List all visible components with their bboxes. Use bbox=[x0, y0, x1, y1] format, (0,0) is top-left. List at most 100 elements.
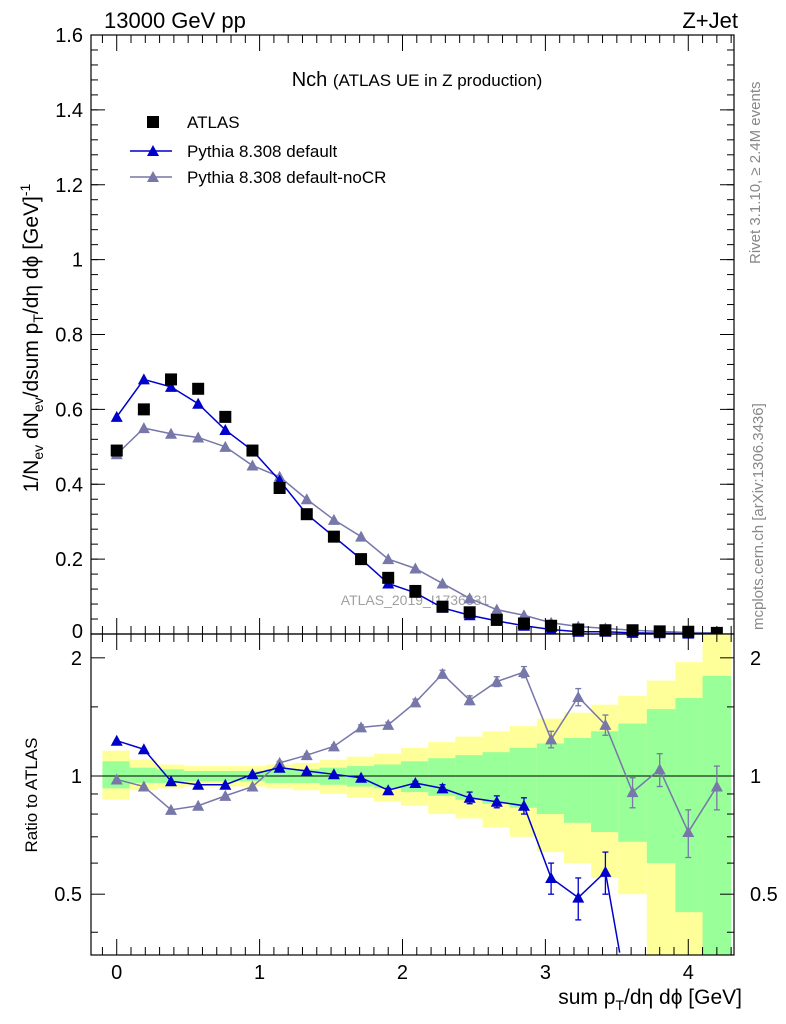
uncertainty-band-inner bbox=[129, 767, 157, 783]
legend-default-label: Pythia 8.308 default bbox=[187, 142, 338, 161]
data-point-default bbox=[192, 397, 205, 409]
data-point-nocr bbox=[137, 422, 150, 434]
ratio-point-nocr bbox=[219, 789, 232, 801]
data-point-atlas bbox=[300, 508, 313, 521]
y-tick-label: 0.2 bbox=[55, 549, 83, 571]
legend-atlas-label: ATLAS bbox=[187, 113, 240, 132]
main-plot-panel: Nch (ATLAS UE in Z production) ATLAS_201… bbox=[17, 25, 735, 643]
data-point-atlas bbox=[273, 481, 286, 494]
uncertainty-band-inner bbox=[591, 731, 619, 833]
uncertainty-band-inner bbox=[482, 752, 510, 804]
data-point-nocr bbox=[192, 431, 205, 443]
legend: ATLAS Pythia 8.308 default Pythia 8.308 … bbox=[130, 113, 386, 187]
uncertainty-band-inner bbox=[509, 747, 537, 808]
ratio-point-default bbox=[219, 778, 232, 790]
uncertainty-band-inner bbox=[536, 743, 564, 815]
y-tick-label: 0.4 bbox=[55, 474, 83, 496]
ratio-point-nocr bbox=[382, 718, 395, 730]
ratio-y-axis-label: Ratio to ATLAS bbox=[22, 738, 41, 853]
ratio-point-nocr bbox=[682, 826, 695, 838]
data-point-nocr bbox=[409, 562, 422, 574]
process-label: Z+Jet bbox=[682, 8, 738, 33]
uncertainty-band-inner bbox=[563, 737, 592, 823]
ratio-y-tick-label: 1 bbox=[71, 766, 82, 788]
ratio-point-nocr bbox=[626, 786, 639, 798]
uncertainty-band-inner bbox=[455, 755, 483, 800]
ratio-panel-frame bbox=[90, 633, 735, 956]
data-point-atlas bbox=[165, 373, 178, 386]
ratio-point-nocr bbox=[653, 763, 666, 775]
ratio-point-nocr bbox=[137, 780, 150, 792]
plot-title-main: Nch bbox=[292, 69, 328, 91]
plot-title-subtitle: (ATLAS UE in Z production) bbox=[333, 71, 542, 90]
ratio-point-nocr bbox=[436, 667, 449, 679]
ratio-point-nocr bbox=[246, 780, 259, 792]
ratio-point-nocr bbox=[409, 696, 422, 708]
data-point-default bbox=[110, 410, 123, 422]
ratio-point-nocr bbox=[192, 799, 205, 811]
ratio-y-tick-label-right: 2 bbox=[750, 648, 761, 670]
ratio-point-default bbox=[517, 799, 530, 811]
data-point-nocr bbox=[165, 427, 178, 439]
data-point-default bbox=[137, 373, 150, 385]
rivet-version-label: Rivet 3.1.10, ≥ 2.4M events bbox=[747, 82, 764, 265]
data-point-nocr bbox=[300, 493, 313, 505]
ratio-point-nocr bbox=[599, 718, 612, 730]
mcplots-reference-label: mcplots.cern.ch [arXiv:1306.3436] bbox=[750, 403, 767, 630]
data-point-nocr bbox=[327, 513, 340, 525]
uncertainty-band-inner bbox=[702, 675, 732, 955]
ratio-point-default bbox=[355, 771, 368, 783]
energy-label: 13000 GeV pp bbox=[104, 8, 246, 33]
y-tick-label: 1.2 bbox=[55, 175, 83, 197]
data-point-atlas bbox=[463, 606, 476, 619]
y-tick-label: 0.6 bbox=[55, 399, 83, 421]
data-point-atlas bbox=[517, 617, 530, 630]
ratio-point-default bbox=[165, 775, 178, 787]
ratio-point-nocr bbox=[545, 733, 558, 745]
ratio-point-default bbox=[545, 871, 558, 883]
data-point-atlas bbox=[490, 613, 503, 626]
ratio-point-nocr bbox=[517, 666, 530, 678]
ratio-y-tick-label-right: 0.5 bbox=[750, 884, 778, 906]
y-tick-label: 0.8 bbox=[55, 325, 83, 347]
data-point-nocr bbox=[219, 440, 232, 452]
analysis-watermark: ATLAS_2019_I1736531 bbox=[341, 592, 490, 608]
y-axis-label: 1/Nev dNev/dsum pT/dη dϕ [GeV]-1 bbox=[17, 183, 46, 492]
ratio-point-nocr bbox=[110, 773, 123, 785]
y-tick-label: 1.4 bbox=[55, 100, 83, 122]
data-point-nocr bbox=[463, 592, 476, 604]
y-tick-label: 0 bbox=[72, 621, 83, 643]
data-point-default bbox=[165, 380, 178, 392]
ratio-point-nocr bbox=[710, 780, 723, 792]
ratio-y-tick-label: 2 bbox=[71, 648, 82, 670]
ratio-point-default bbox=[599, 865, 612, 877]
ratio-point-default bbox=[490, 795, 503, 807]
data-point-nocr bbox=[490, 603, 503, 615]
legend-default-marker bbox=[147, 145, 159, 156]
x-tick-label: 2 bbox=[397, 962, 408, 984]
ratio-point-default bbox=[110, 734, 123, 746]
ratio-point-default bbox=[436, 782, 449, 794]
ratio-point-nocr bbox=[572, 690, 585, 702]
data-point-nocr bbox=[436, 577, 449, 589]
data-point-atlas bbox=[409, 584, 422, 597]
ratio-point-default bbox=[246, 768, 259, 780]
ratio-point-nocr bbox=[327, 740, 340, 752]
ratio-y-tick-label: 0.5 bbox=[54, 884, 82, 906]
legend-nocr-marker bbox=[147, 171, 159, 182]
data-point-default bbox=[219, 423, 232, 435]
data-point-atlas bbox=[192, 382, 205, 395]
ratio-line-default bbox=[116, 739, 621, 953]
data-point-nocr bbox=[246, 459, 259, 471]
data-point-atlas bbox=[327, 530, 340, 543]
ratio-y-tick-label-right: 1 bbox=[750, 766, 761, 788]
ratio-point-default bbox=[137, 743, 150, 755]
plot-title: Nch (ATLAS UE in Z production) bbox=[292, 69, 543, 91]
data-point-atlas bbox=[246, 444, 259, 457]
ratio-point-nocr bbox=[300, 749, 313, 761]
uncertainty-band-inner bbox=[675, 698, 703, 913]
ratio-point-default bbox=[192, 778, 205, 790]
y-tick-label: 1 bbox=[72, 250, 83, 272]
ratio-point-default bbox=[327, 768, 340, 780]
